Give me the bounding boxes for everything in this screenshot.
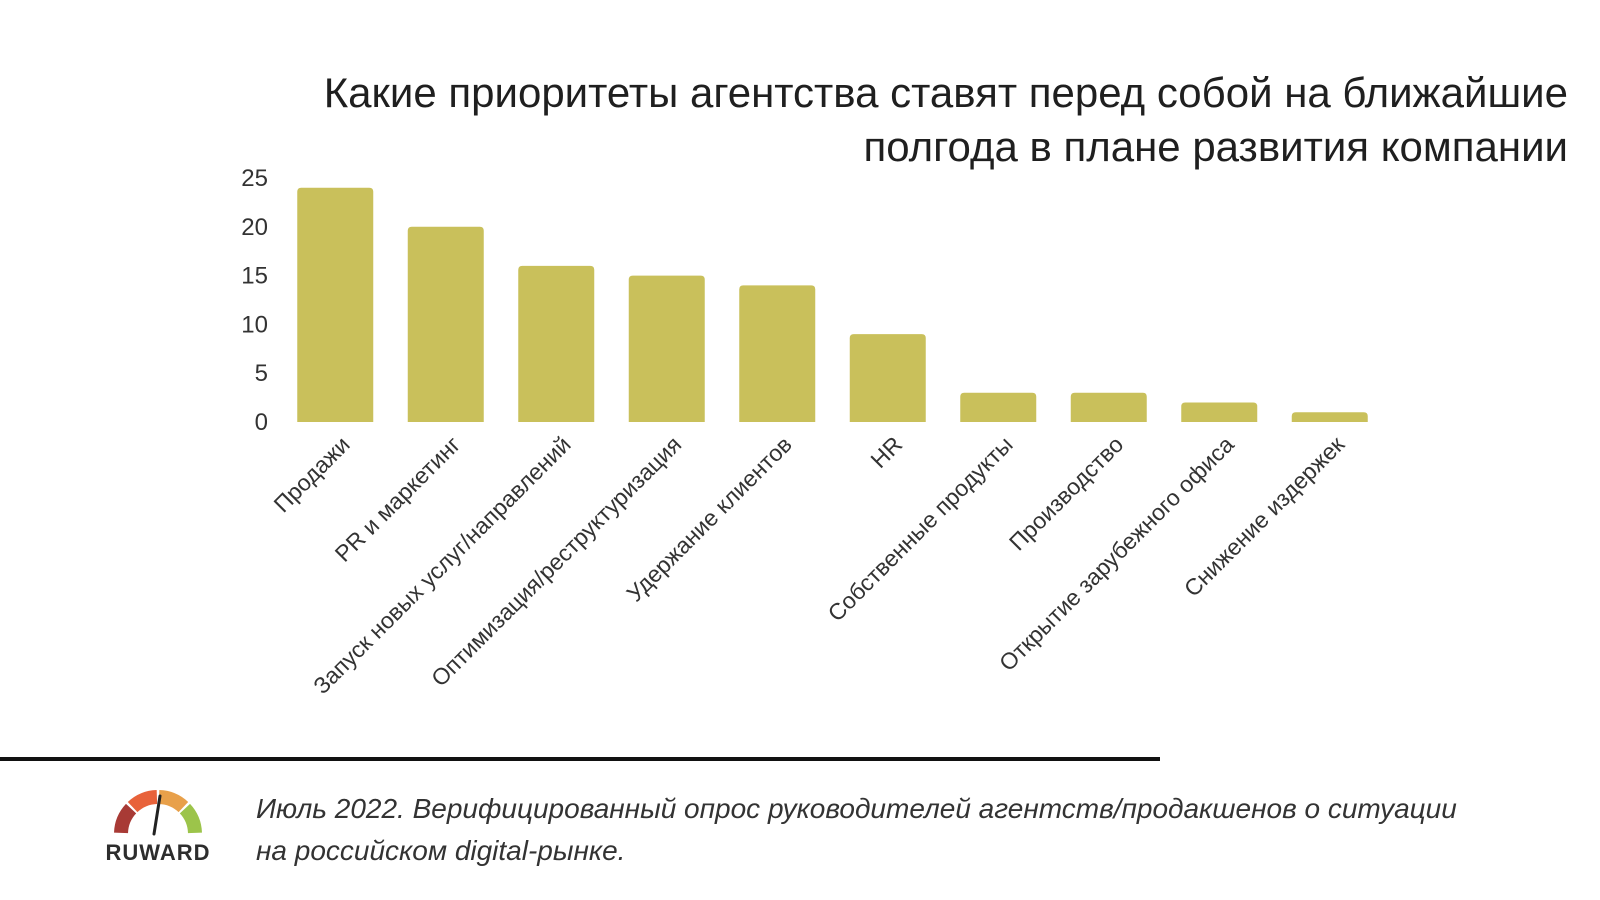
y-tick-label: 15 xyxy=(241,263,268,290)
bar xyxy=(1070,392,1147,422)
bar xyxy=(297,187,374,422)
chart-title-line-1: Какие приоритеты агентства ставят перед … xyxy=(323,69,1568,116)
y-tick-label: 5 xyxy=(255,360,268,387)
footnote-line-1: Июль 2022. Верифицированный опрос руково… xyxy=(256,793,1457,824)
bar xyxy=(518,265,595,422)
logo-text: RUWARD xyxy=(105,840,211,865)
bar xyxy=(849,334,926,422)
y-tick-label: 10 xyxy=(241,311,268,338)
chart-title-line-2: полгода в плане развития компании xyxy=(863,123,1568,170)
footnote-line-2: на российском digital-рынке. xyxy=(256,835,626,866)
gauge-segment xyxy=(158,790,189,813)
x-category-label: Продажи xyxy=(268,431,354,517)
y-tick-label: 20 xyxy=(241,214,268,241)
y-tick-label: 25 xyxy=(241,165,268,192)
y-axis: 0 5 10 15 20 25 xyxy=(241,165,268,436)
bars xyxy=(297,187,1368,422)
x-category-label: Открытие зарубежного офиса xyxy=(994,431,1239,676)
footer-divider xyxy=(0,757,1160,761)
x-category-label: Производство xyxy=(1004,431,1128,555)
chart-title: Какие приоритеты агентства ставят перед … xyxy=(168,66,1568,174)
bar xyxy=(960,392,1037,422)
bar xyxy=(1291,412,1368,422)
gauge-segment xyxy=(114,803,137,834)
x-category-label: HR xyxy=(865,431,907,473)
bar xyxy=(407,226,484,422)
gauge-segment xyxy=(127,790,158,813)
ruward-logo: RUWARD xyxy=(92,782,224,872)
x-category-label: Собственные продукты xyxy=(823,431,1018,626)
y-tick-label: 0 xyxy=(255,409,268,436)
footnote: Июль 2022. Верифицированный опрос руково… xyxy=(256,788,1556,872)
bar xyxy=(739,285,816,422)
bar xyxy=(1181,402,1258,422)
gauge-segment xyxy=(179,803,202,834)
gauge-icon xyxy=(114,790,202,836)
bar xyxy=(628,275,705,422)
